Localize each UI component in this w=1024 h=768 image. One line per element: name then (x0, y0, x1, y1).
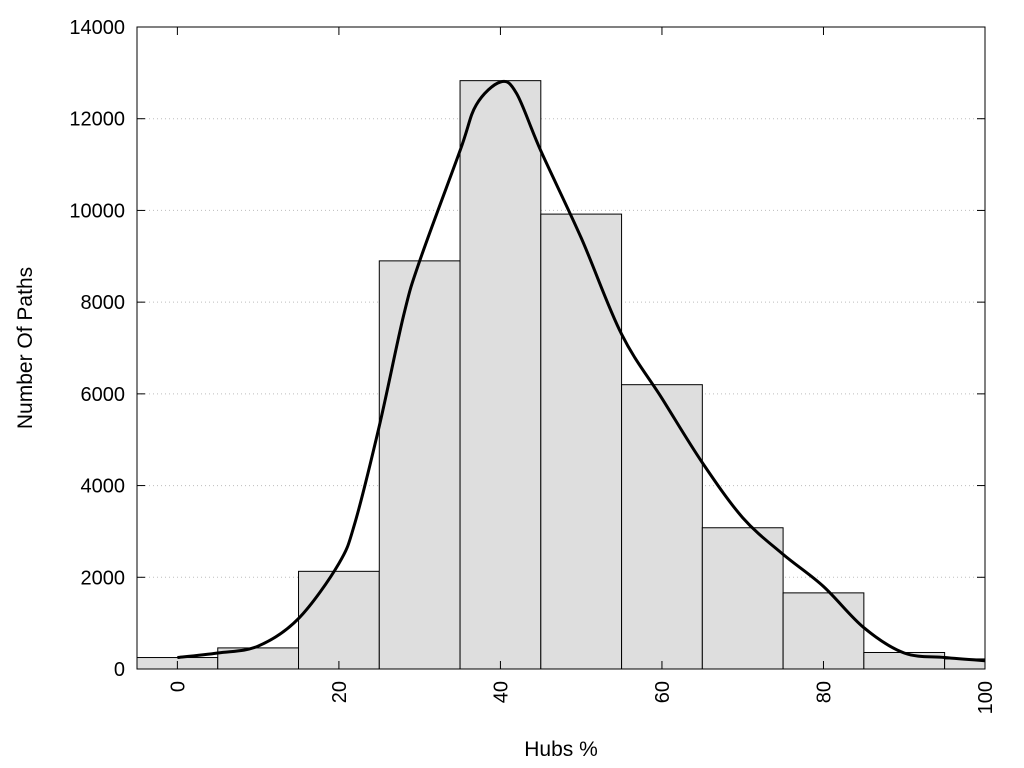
y-tick-label: 12000 (69, 109, 125, 131)
x-axis-ticks: 0 20 40 60 80 100 (167, 27, 997, 714)
histogram-bar (298, 570, 380, 670)
histogram-bar (782, 592, 865, 670)
y-tick-label: 6000 (81, 384, 126, 406)
y-tick-label: 8000 (81, 292, 126, 314)
histogram-bar (540, 213, 623, 670)
y-tick-label: 0 (114, 659, 125, 681)
y-tick-label: 4000 (81, 476, 126, 498)
histogram-bars (136, 80, 986, 670)
x-tick-label: 100 (975, 681, 997, 714)
x-axis-title: Hubs % (524, 738, 598, 761)
histogram-bar (701, 527, 784, 670)
plot-frame (136, 26, 986, 670)
y-tick-label: 14000 (69, 17, 125, 39)
histogram-bar (459, 80, 542, 670)
x-tick-label: 80 (813, 681, 835, 703)
histogram-bar (621, 384, 703, 670)
histogram-bar (378, 260, 461, 670)
density-curve (177, 79, 986, 663)
y-axis-title: Number Of Paths (14, 267, 37, 429)
histogram-bar (863, 651, 946, 670)
x-tick-label: 60 (652, 681, 674, 703)
x-tick-label: 20 (329, 681, 351, 703)
x-tick-label: 40 (490, 681, 512, 703)
y-axis-ticks: 0 2000 4000 6000 8000 10000 12000 14000 (69, 17, 985, 681)
y-tick-label: 2000 (81, 567, 126, 589)
x-tick-label: 0 (167, 681, 189, 692)
y-tick-label: 10000 (69, 200, 125, 222)
